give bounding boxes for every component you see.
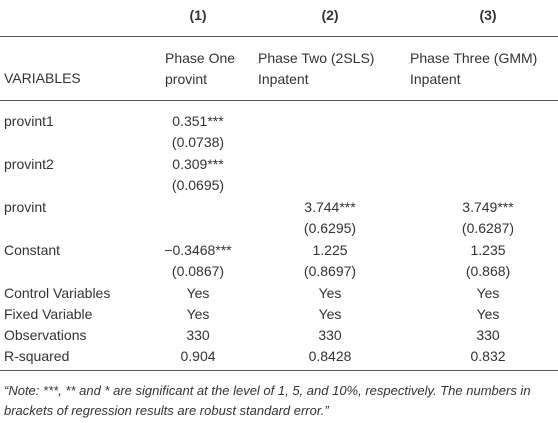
- cell-value: 0.351***: [172, 113, 224, 129]
- cell-value: Yes: [476, 306, 500, 322]
- rule: [0, 370, 558, 371]
- cell-value: Yes: [476, 285, 500, 301]
- cell-value: 330: [318, 327, 342, 343]
- column-subhead: provint: [165, 71, 208, 87]
- row-label: Control Variables: [4, 285, 111, 301]
- cell-se: (0.6295): [303, 220, 357, 236]
- cell-value: Yes: [318, 306, 342, 322]
- column-subhead: Phase Three (GMM): [410, 50, 538, 66]
- cell-value: 1.235: [470, 242, 506, 258]
- cell-value: 1.225: [312, 242, 348, 258]
- cell-se: (0.0738): [171, 134, 225, 150]
- row-label: R-squared: [4, 348, 70, 364]
- column-number: (3): [479, 7, 497, 23]
- cell-value: 0.832: [470, 348, 506, 364]
- cell-value: 3.744***: [304, 199, 356, 215]
- cell-value: Yes: [186, 306, 210, 322]
- cell-value: 0.904: [180, 348, 216, 364]
- column-subhead: Phase Two (2SLS): [258, 50, 375, 66]
- cell-value: 330: [186, 327, 210, 343]
- note: “Note: ***, ** and * are significant at …: [4, 383, 531, 418]
- rule: [0, 100, 558, 101]
- cell-value: 330: [476, 327, 500, 343]
- row-label: Fixed Variable: [4, 306, 93, 322]
- row-label: Constant: [4, 242, 61, 258]
- cell-se: (0.868): [465, 263, 511, 279]
- cell-se: (0.0695): [171, 177, 225, 193]
- column-subhead: Phase One: [165, 50, 236, 66]
- cell-value: Yes: [318, 285, 342, 301]
- column-subhead: Inpatent: [258, 71, 309, 87]
- column-number: (2): [321, 7, 339, 23]
- rule: [0, 36, 558, 37]
- cell-value: 3.749***: [462, 199, 514, 215]
- cell-value: 0.309***: [172, 156, 224, 172]
- cell-value: 0.8428: [308, 348, 352, 364]
- cell-value: −0.3468***: [164, 242, 232, 258]
- row-label: Observations: [4, 327, 87, 343]
- column-number: (1): [189, 7, 207, 23]
- row-label: provint: [4, 199, 47, 215]
- cell-se: (0.6287): [461, 220, 515, 236]
- row-label: provint1: [4, 113, 54, 129]
- cell-value: Yes: [186, 285, 210, 301]
- column-subhead: Inpatent: [410, 71, 461, 87]
- cell-se: (0.8697): [303, 263, 357, 279]
- variables-header: VARIABLES: [4, 70, 81, 86]
- row-label: provint2: [4, 156, 54, 172]
- cell-se: (0.0867): [171, 263, 225, 279]
